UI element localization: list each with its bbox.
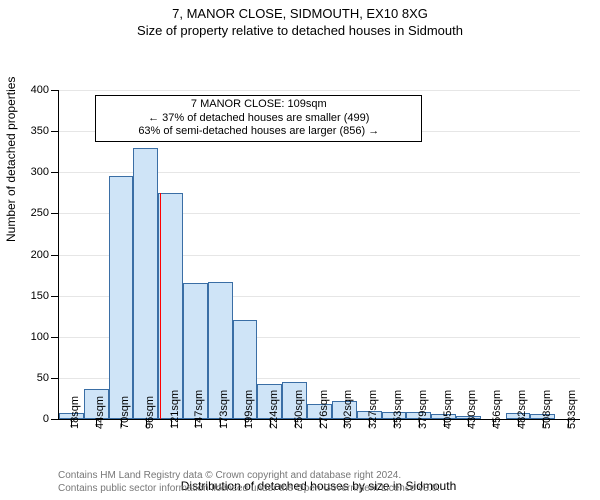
y-tick [51, 131, 59, 132]
y-tick-label: 200 [31, 249, 49, 261]
y-tick-label: 400 [31, 84, 49, 96]
y-tick-label: 300 [31, 166, 49, 178]
y-tick [51, 337, 59, 338]
chart-subtitle: Size of property relative to detached ho… [0, 23, 600, 38]
y-tick [51, 172, 59, 173]
annotation-box: 7 MANOR CLOSE: 109sqm← 37% of detached h… [95, 95, 422, 142]
histogram-bar [109, 176, 134, 419]
y-tick [51, 255, 59, 256]
plot-area: 05010015020025030035040018sqm44sqm70sqm9… [58, 90, 580, 420]
footer-credits: Contains HM Land Registry data © Crown c… [0, 469, 600, 495]
y-axis-label: Number of detached properties [4, 77, 18, 242]
y-tick [51, 378, 59, 379]
y-tick-label: 150 [31, 290, 49, 302]
annotation-line: 63% of semi-detached houses are larger (… [102, 125, 415, 139]
footer-line-1: Contains HM Land Registry data © Crown c… [58, 469, 596, 482]
annotation-line: ← 37% of detached houses are smaller (49… [102, 112, 415, 126]
histogram-bar [133, 148, 158, 419]
y-tick [51, 296, 59, 297]
y-tick-label: 100 [31, 331, 49, 343]
y-tick-label: 50 [37, 372, 49, 384]
histogram-bar [158, 193, 183, 419]
page-title: 7, MANOR CLOSE, SIDMOUTH, EX10 8XG [0, 6, 600, 21]
y-tick [51, 213, 59, 214]
y-tick-label: 350 [31, 125, 49, 137]
gridline [59, 90, 580, 91]
subject-marker [160, 193, 161, 419]
y-tick [51, 90, 59, 91]
footer-line-2: Contains public sector information licen… [58, 482, 596, 495]
y-tick [51, 419, 59, 420]
annotation-line: 7 MANOR CLOSE: 109sqm [102, 98, 415, 112]
y-tick-label: 250 [31, 207, 49, 219]
y-tick-label: 0 [43, 413, 49, 425]
